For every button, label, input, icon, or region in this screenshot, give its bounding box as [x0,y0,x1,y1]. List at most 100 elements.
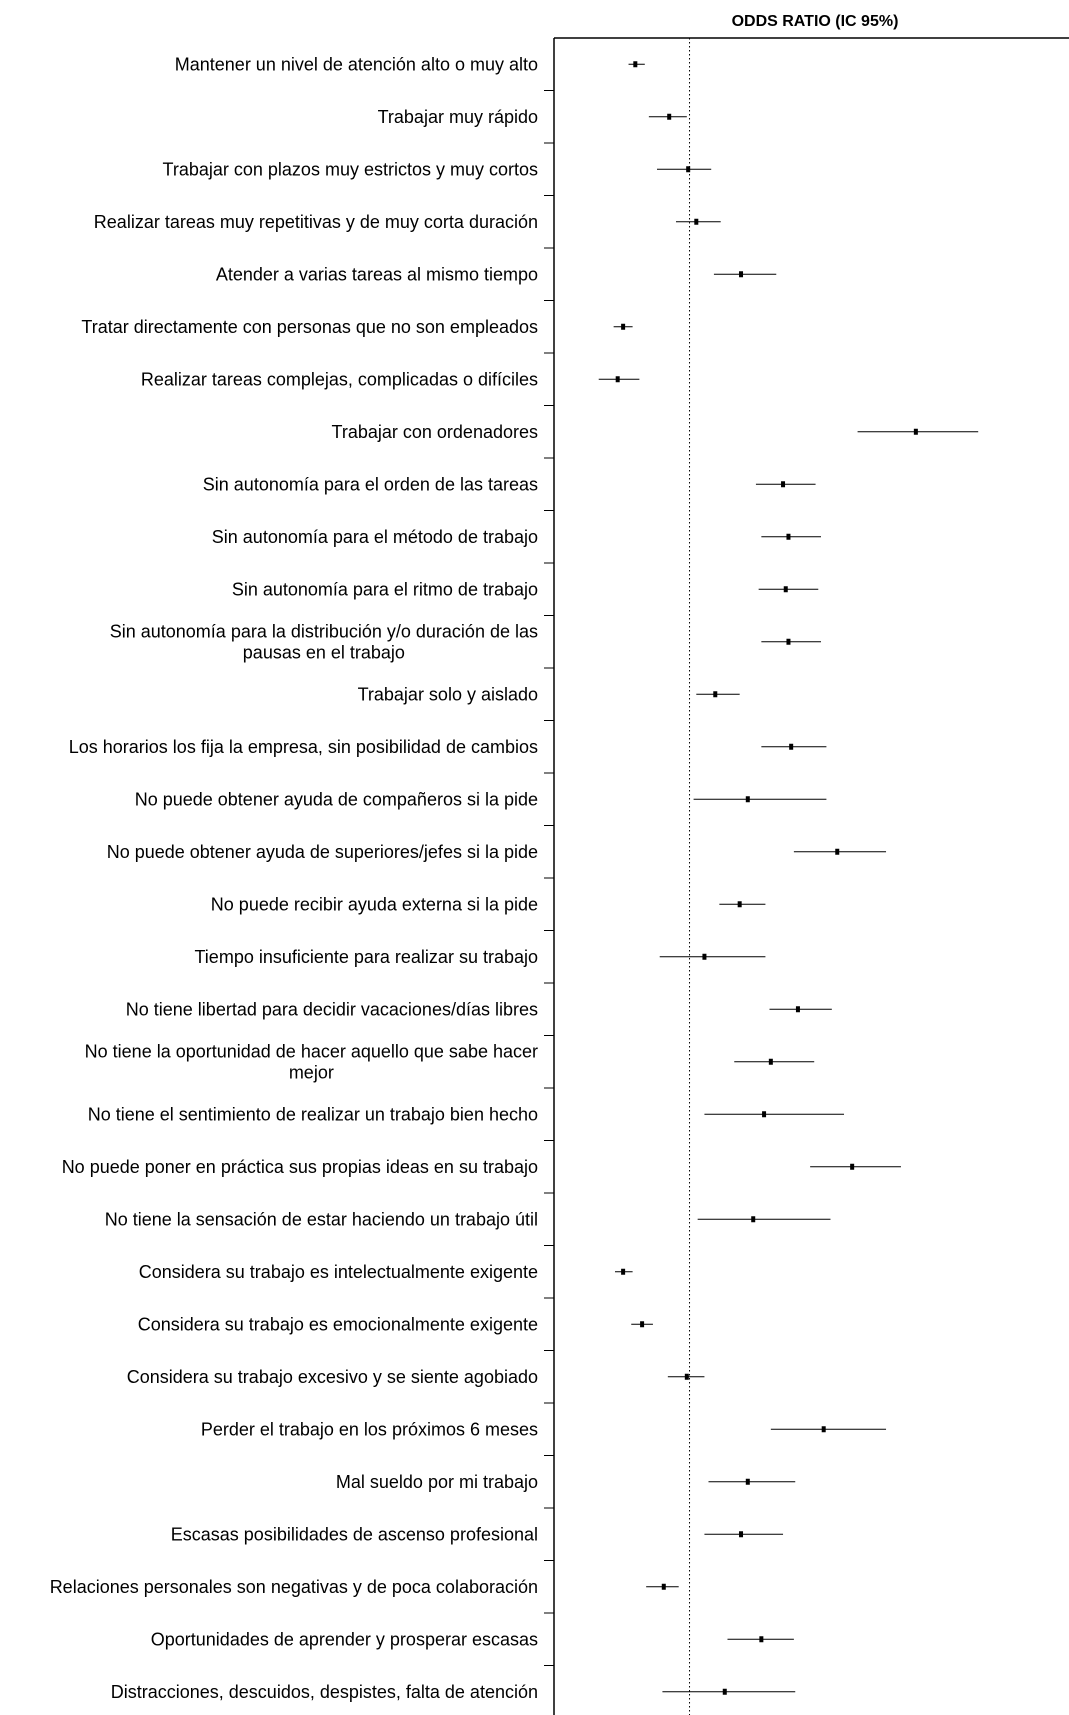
row-label: Oportunidades de aprender y prosperar es… [151,1629,538,1649]
rows-group: Mantener un nivel de atención alto o muy… [50,54,979,1702]
odds-ratio-marker [762,1111,767,1118]
row-label: Mantener un nivel de atención alto o muy… [175,54,538,74]
forest-row: Realizar tareas muy repetitivas y de muy… [94,212,721,249]
forest-row: No puede obtener ayuda de compañeros si … [135,789,827,826]
forest-row: Mal sueldo por mi trabajo [336,1472,796,1509]
forest-row: No tiene libertad para decidir vacacione… [126,999,832,1036]
odds-ratio-marker [781,481,786,488]
row-label: Considera su trabajo es emocionalmente e… [138,1314,538,1334]
row-label: Tratar directamente con personas que no … [81,317,538,337]
forest-row: Trabajar muy rápido [378,107,687,144]
row-label: No tiene la sensación de estar haciendo … [105,1209,538,1229]
row-label: Distracciones, descuidos, despistes, fal… [111,1682,538,1702]
row-label: Los horarios los fija la empresa, sin po… [69,737,538,757]
row-label: Considera su trabajo es intelectualmente… [139,1262,538,1282]
forest-row: Sin autonomía para el orden de las tarea… [203,474,816,511]
row-label: Trabajar con plazos muy estrictos y muy … [163,159,538,179]
forest-row: No puede obtener ayuda de superiores/jef… [107,842,887,879]
odds-ratio-marker [702,953,707,960]
odds-ratio-marker [739,1531,744,1538]
odds-ratio-marker [621,323,626,330]
forest-row: Tratar directamente con personas que no … [81,317,633,354]
chart-title: ODDS RATIO (IC 95%) [732,13,899,30]
odds-ratio-marker [640,1321,645,1328]
forest-row: Sin autonomía para el método de trabajo [212,527,821,564]
odds-ratio-marker [713,691,718,698]
row-label: Trabajar muy rápido [378,107,538,127]
forest-row: Realizar tareas complejas, complicadas o… [141,369,640,406]
odds-ratio-marker [786,638,791,645]
forest-row: No tiene la sensación de estar haciendo … [105,1209,831,1246]
row-label: Atender a varias tareas al mismo tiempo [216,264,538,284]
forest-row: Atender a varias tareas al mismo tiempo [216,264,777,301]
row-label: Trabajar solo y aislado [358,684,538,704]
odds-ratio-marker [621,1268,626,1275]
forest-row: No tiene la oportunidad de hacer aquello… [85,1041,815,1089]
odds-ratio-marker [739,271,744,278]
odds-ratio-marker [684,1373,689,1380]
row-label: No tiene libertad para decidir vacacione… [126,999,538,1019]
odds-ratio-marker [835,848,840,855]
forest-row: Trabajar con plazos muy estrictos y muy … [163,159,712,196]
row-label: Tiempo insuficiente para realizar su tra… [194,947,538,967]
row-label: Sin autonomía para el método de trabajo [212,527,538,547]
forest-row: No tiene el sentimiento de realizar un t… [88,1104,845,1141]
forest-row: Sin autonomía para la distribución y/o d… [110,621,821,669]
row-label: Sin autonomía para el ritmo de trabajo [232,579,538,599]
forest-row: Considera su trabajo es emocionalmente e… [138,1314,653,1351]
forest-row: Distracciones, descuidos, despistes, fal… [111,1682,796,1702]
odds-ratio-marker [615,376,620,383]
forest-row: Escasas posibilidades de ascenso profesi… [171,1524,784,1561]
odds-ratio-marker [667,113,672,120]
row-label: No puede recibir ayuda externa si la pid… [211,894,538,914]
row-label: No puede poner en práctica sus propias i… [62,1157,538,1177]
row-label: Sin autonomía para la distribución y/o d… [110,621,538,641]
forest-row: Sin autonomía para el ritmo de trabajo [232,579,819,616]
odds-ratio-marker [745,1478,750,1485]
forest-row: Considera su trabajo es intelectualmente… [139,1262,633,1299]
row-label: Realizar tareas muy repetitivas y de muy… [94,212,538,232]
odds-ratio-marker [821,1426,826,1433]
odds-ratio-marker [759,1636,764,1643]
row-label: Realizar tareas complejas, complicadas o… [141,369,538,389]
row-label: No puede obtener ayuda de compañeros si … [135,789,538,809]
row-label: No puede obtener ayuda de superiores/jef… [107,842,538,862]
odds-ratio-marker [633,61,638,68]
row-label: No tiene la oportunidad de hacer aquello… [85,1041,538,1061]
forest-row: Mantener un nivel de atención alto o muy… [175,54,645,91]
odds-ratio-marker [694,218,699,225]
row-label: Escasas posibilidades de ascenso profesi… [171,1524,538,1544]
row-label: Sin autonomía para el orden de las tarea… [203,474,538,494]
forest-row: No puede poner en práctica sus propias i… [62,1157,901,1194]
forest-row: No puede recibir ayuda externa si la pid… [211,894,766,931]
odds-ratio-marker [795,1006,800,1013]
odds-ratio-marker [661,1583,666,1590]
row-label: mejor [289,1062,334,1082]
forest-row: Trabajar con ordenadores [332,422,979,459]
odds-ratio-marker [789,743,794,750]
odds-ratio-marker [722,1688,727,1695]
forest-row: Tiempo insuficiente para realizar su tra… [194,947,766,984]
row-label: No tiene el sentimiento de realizar un t… [88,1104,538,1124]
odds-ratio-marker [913,428,918,435]
row-label: Perder el trabajo en los próximos 6 mese… [201,1419,538,1439]
row-label: Trabajar con ordenadores [332,422,538,442]
odds-ratio-marker [768,1058,773,1065]
odds-ratio-marker [786,533,791,540]
forest-row: Oportunidades de aprender y prosperar es… [151,1629,794,1666]
forest-row: Trabajar solo y aislado [358,684,740,721]
forest-row: Perder el trabajo en los próximos 6 mese… [201,1419,887,1456]
odds-ratio-marker [751,1216,756,1223]
odds-ratio-marker [850,1163,855,1170]
odds-ratio-marker [737,901,742,908]
odds-ratio-marker [783,586,788,593]
odds-ratio-marker [686,166,691,173]
row-label: Relaciones personales son negativas y de… [50,1577,538,1597]
row-label: Mal sueldo por mi trabajo [336,1472,538,1492]
row-label: pausas en el trabajo [243,642,405,662]
odds-ratio-marker [745,796,750,803]
forest-row: Los horarios los fija la empresa, sin po… [69,737,827,774]
row-label: Considera su trabajo excesivo y se sient… [127,1367,538,1387]
forest-row: Relaciones personales son negativas y de… [50,1577,679,1614]
